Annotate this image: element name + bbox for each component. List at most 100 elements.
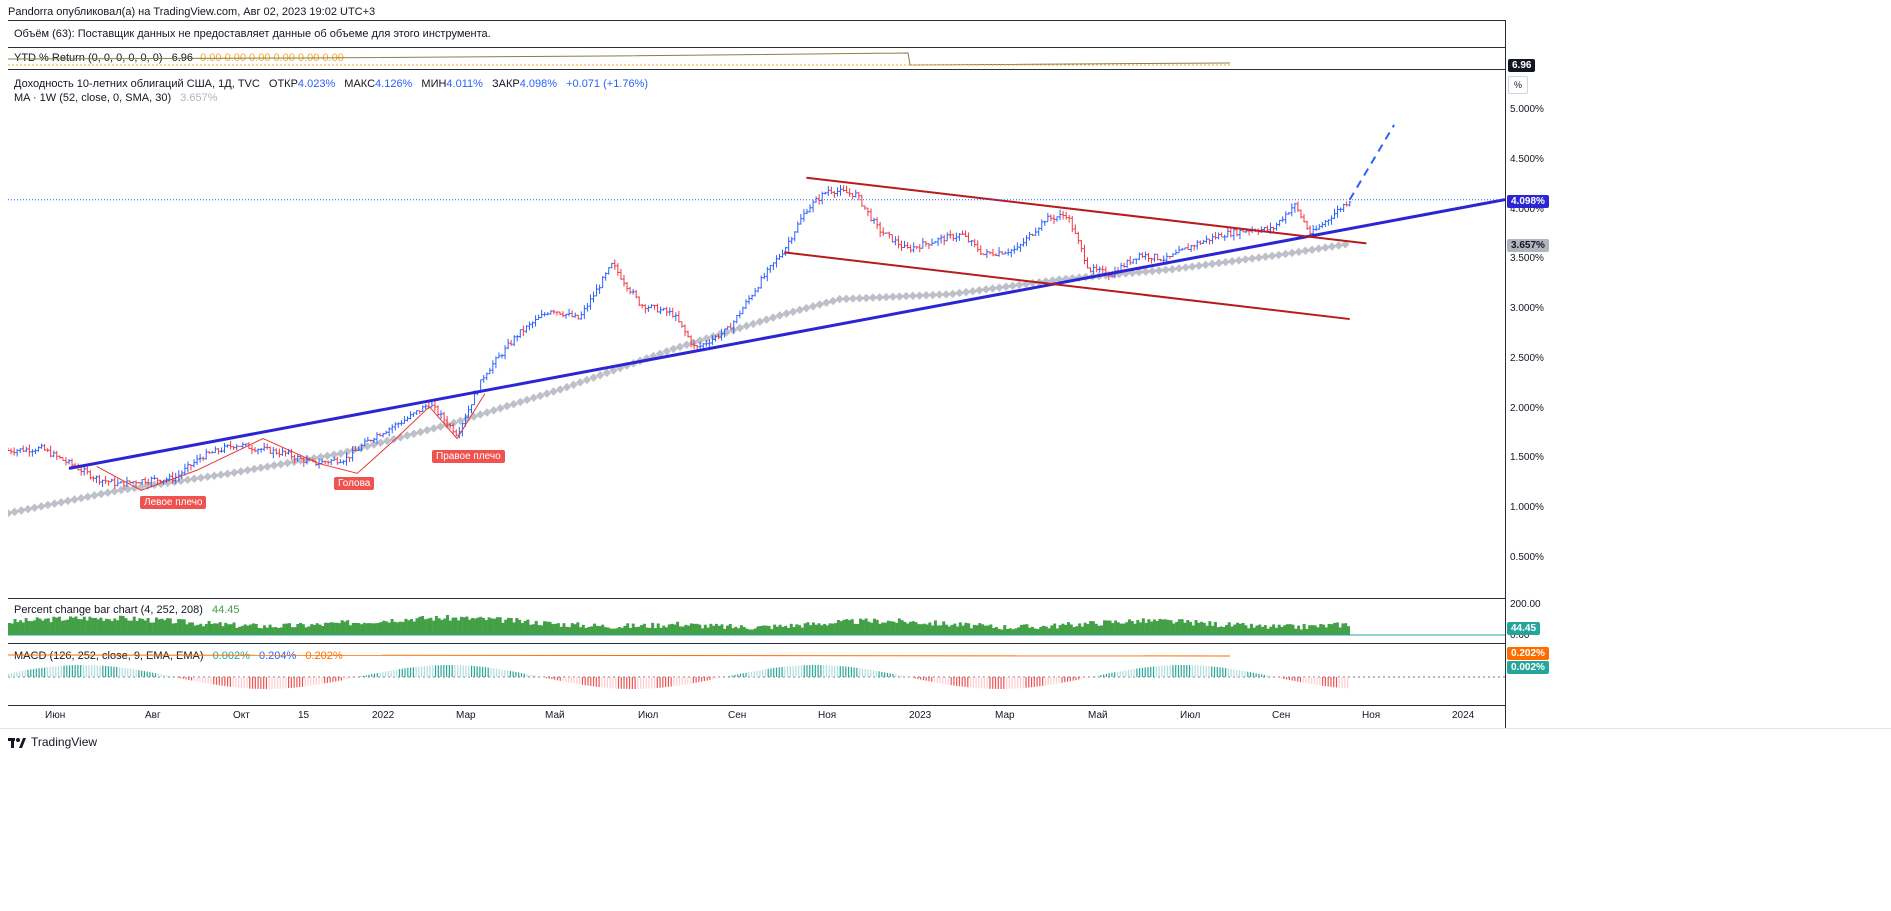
macd-hist-bar <box>864 668 866 677</box>
macd-hist-bar <box>190 677 193 681</box>
ytd-title: YTD % Return (0, 0, 0, 0, 0, 0) <box>14 52 163 64</box>
pct-bar <box>925 624 929 635</box>
ma-dot <box>176 476 186 486</box>
macd-hist-bar <box>695 677 697 683</box>
pct-bar <box>301 624 305 635</box>
macd-hist-bar <box>637 677 639 689</box>
pct-bar <box>396 622 400 635</box>
pct-bar <box>365 623 369 635</box>
pct-bar <box>1341 623 1345 635</box>
ytd-pane[interactable]: YTD % Return (0, 0, 0, 0, 0, 0) 6.96 0.0… <box>8 47 1505 70</box>
ma-dot <box>256 463 266 473</box>
pct-bar <box>975 625 979 635</box>
ma-dot <box>875 293 884 302</box>
symbol-title: Доходность 10-летних облигаций США, 1Д, … <box>14 78 260 90</box>
pct-bar <box>1308 625 1312 635</box>
volume-pane[interactable]: Объём (63): Поставщик данных не предоста… <box>8 20 1505 48</box>
pct-bar <box>263 625 267 635</box>
macd-hist-bar <box>590 677 592 687</box>
pct-bar <box>856 624 860 635</box>
ma-dot <box>269 461 279 470</box>
pct-bar <box>479 616 483 635</box>
pct-bar <box>1158 618 1162 635</box>
pct-value: 44.45 <box>212 604 240 616</box>
pct-bar <box>573 624 577 635</box>
macd-hist-bar <box>895 674 897 677</box>
pct-bar <box>493 618 497 635</box>
macd-hist-bar <box>373 673 376 677</box>
macd-hist-bar <box>856 667 858 677</box>
ma-dot <box>941 290 951 299</box>
pct-bar <box>1036 629 1040 635</box>
ma-dot <box>70 495 79 504</box>
macd-hist-bar <box>1175 665 1177 677</box>
pct-bar <box>1069 624 1073 635</box>
ma-dot <box>602 368 612 378</box>
pct-bar <box>828 623 832 635</box>
macd-hist-bar <box>545 677 548 679</box>
pct-bar <box>99 617 103 635</box>
pct-bar <box>1233 624 1237 635</box>
macd-hist-bar <box>720 677 722 678</box>
pct-bar <box>587 626 591 635</box>
macd-hist-bar <box>950 677 952 686</box>
pct-change-chart[interactable] <box>8 600 1505 642</box>
pct-bar <box>872 618 876 635</box>
macd-hist-bar <box>451 665 453 677</box>
published-header: Pandorra опубликовал(а) на TradingView.c… <box>8 6 376 18</box>
ascending-trendline[interactable] <box>68 198 1505 470</box>
pct-bar <box>745 628 749 635</box>
ma-dot <box>655 349 665 358</box>
pct-bar <box>748 629 752 635</box>
pct-bar <box>340 620 344 635</box>
pct-axis-bottom: 0.00 <box>1510 630 1530 641</box>
macd-hist-bar <box>13 672 15 677</box>
macd-hist-bar <box>529 674 531 677</box>
ma-dot <box>409 429 419 438</box>
pct-axis-top: 200.00 <box>1510 599 1541 610</box>
projection-dashed-line[interactable] <box>1348 124 1395 201</box>
pct-bar <box>371 623 375 635</box>
price-tick-label: 1.500% <box>1510 452 1544 464</box>
right-shoulder-tag[interactable]: Правое плечо <box>432 450 505 463</box>
tradingview-logo[interactable]: TradingView <box>8 735 97 749</box>
ma-dot <box>502 401 512 411</box>
macd-hist-bar <box>579 677 581 685</box>
ma-dot <box>190 474 199 484</box>
pct-bar <box>1197 622 1201 635</box>
ma-dot <box>1334 241 1343 250</box>
pct-bar <box>612 628 616 635</box>
pct-bar <box>598 626 602 635</box>
macd-hist-bar <box>994 677 997 689</box>
pct-bar <box>606 627 610 635</box>
macd-hist-bar <box>1072 677 1074 681</box>
pct-bar <box>676 621 680 635</box>
left-shoulder-tag[interactable]: Левое плечо <box>140 496 207 509</box>
pct-bar <box>795 624 799 635</box>
ma-dot <box>229 468 239 477</box>
macd-hist-bar <box>1141 667 1144 677</box>
macd-hist-bar <box>615 677 617 689</box>
macd-hist-bar <box>215 677 218 685</box>
price-chart[interactable] <box>8 70 1505 598</box>
pct-bar <box>1111 623 1115 635</box>
macd-hist-bar <box>265 677 268 689</box>
pct-bar <box>933 620 937 635</box>
pct-bar <box>179 619 183 635</box>
macd-hist-bar <box>260 677 262 689</box>
head-tag[interactable]: Голова <box>334 477 375 490</box>
percent-toggle-button[interactable]: % <box>1508 76 1528 94</box>
macd-hist-bar <box>238 677 240 688</box>
channel-upper-line[interactable] <box>806 176 1367 245</box>
ma-dot <box>83 492 93 501</box>
channel-lower-line[interactable] <box>784 251 1350 321</box>
macd-hist-bar <box>340 677 342 681</box>
ma-dot <box>775 311 785 320</box>
macd-hist-bar <box>875 670 877 677</box>
pct-bar <box>443 618 447 635</box>
pct-bar <box>714 623 718 635</box>
pct-bar <box>354 622 358 635</box>
pct-bar <box>928 622 932 635</box>
macd-hist-bar <box>1313 677 1315 685</box>
macd-chart[interactable] <box>8 645 1505 705</box>
